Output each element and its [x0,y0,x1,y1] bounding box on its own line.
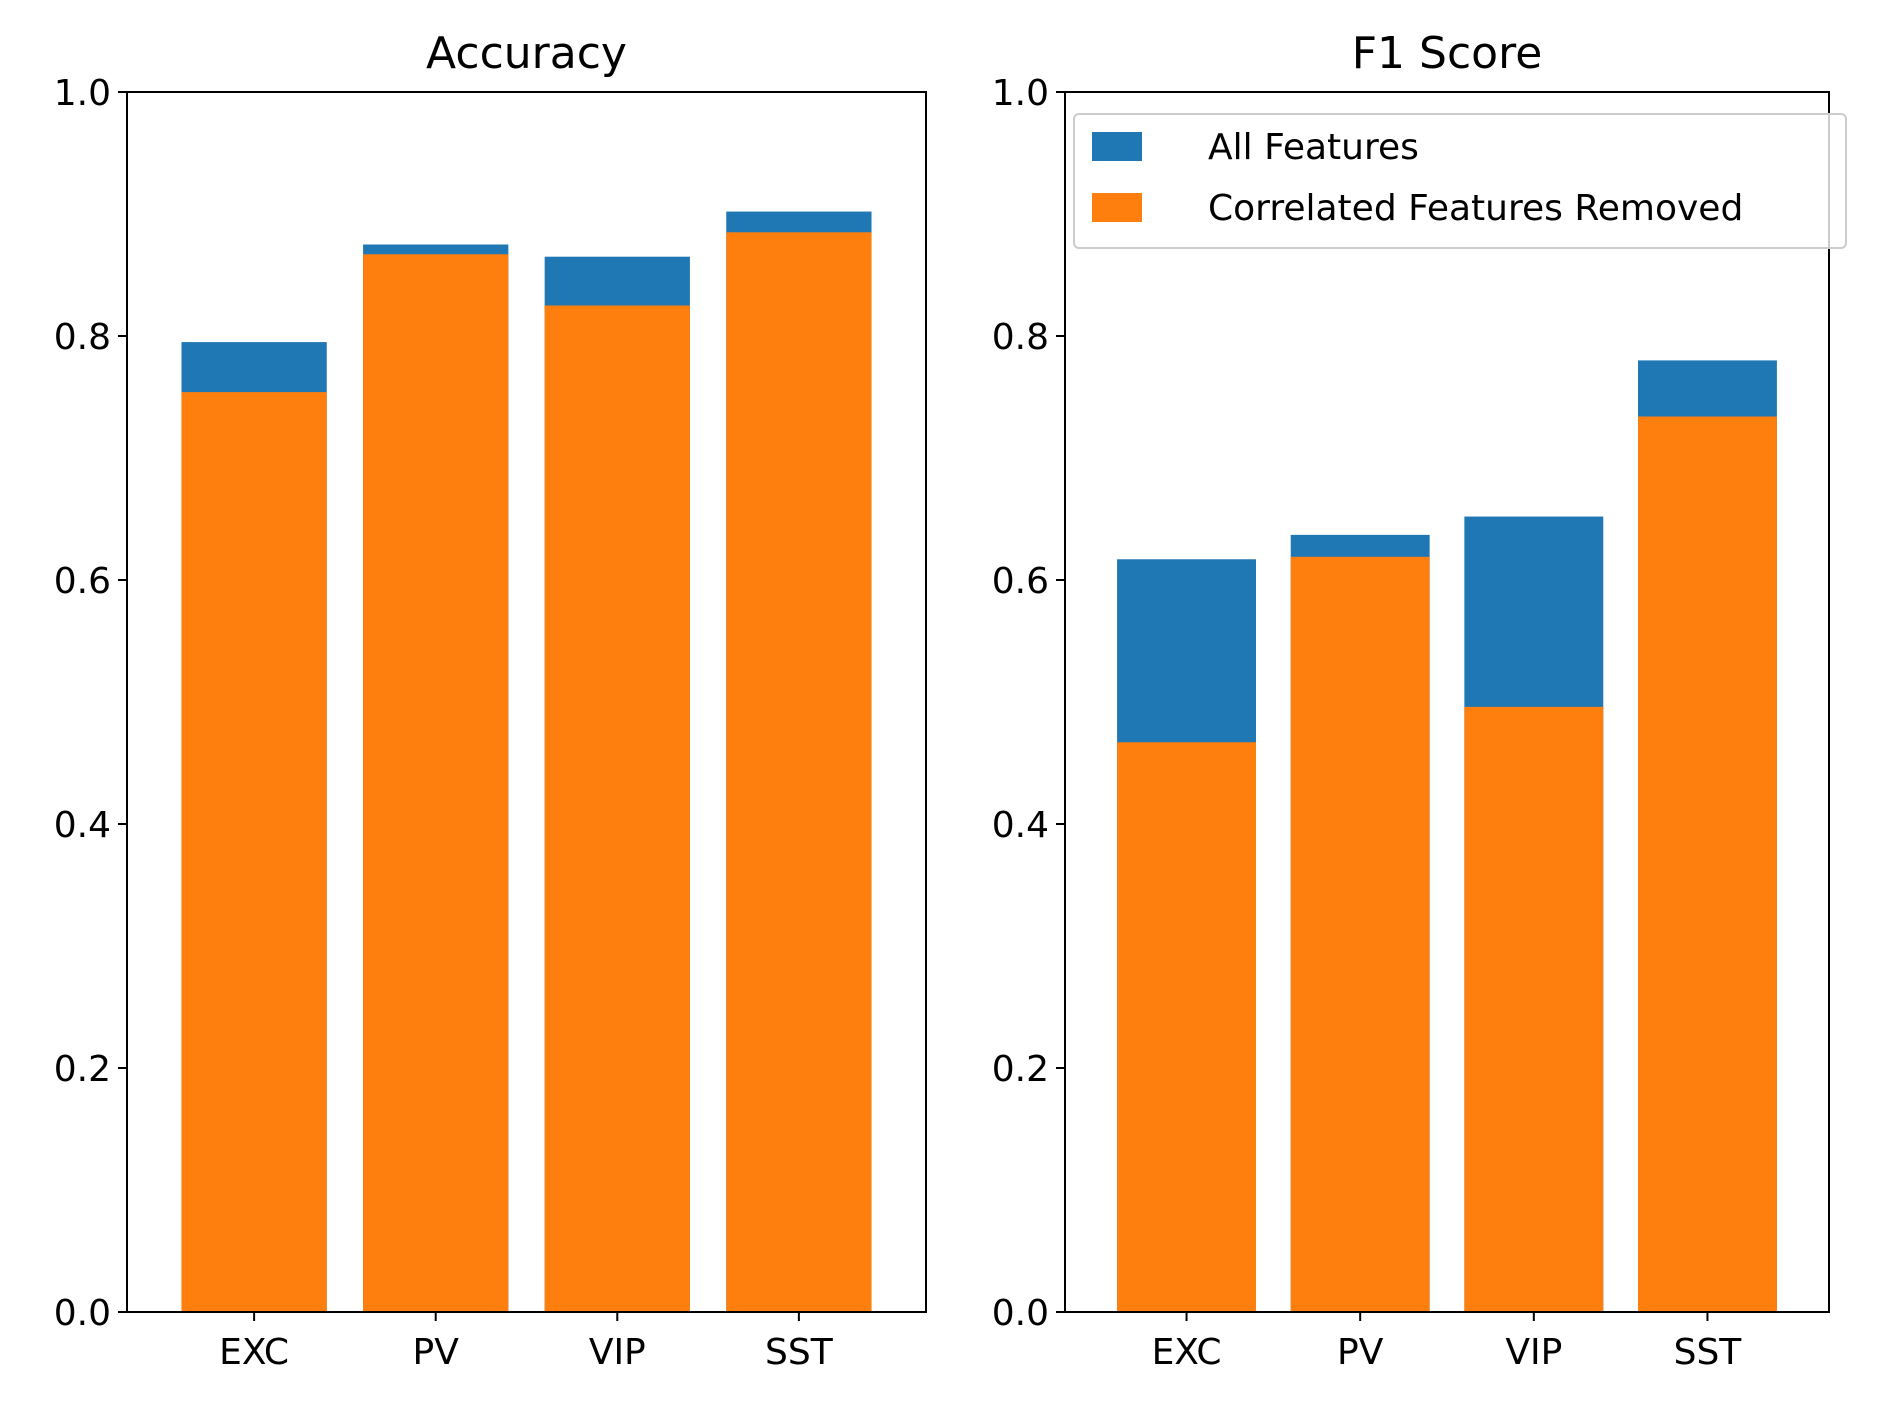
legend-label: Correlated Features Removed [1208,188,1743,229]
legend-swatch [1092,132,1142,161]
y-tick-label: 0.0 [54,1293,111,1334]
y-tick-label: 0.6 [992,561,1049,602]
legend: All Features Correlated Features Removed [1073,113,1847,249]
plot-frame [126,91,927,1313]
bar-correlated-removed-sst [1638,416,1777,1312]
y-tick-label: 0.6 [54,561,111,602]
chart-title: F1 Score [1352,28,1543,79]
chart-panel-1: F1 Score 0.0 0.2 0.4 0.6 0.8 1.0 EXC PV VIP SST All… [992,28,1847,1373]
bar-correlated-removed-sst [726,232,872,1312]
x-tick-label: PV [1337,1332,1384,1373]
legend-box [1073,113,1847,249]
bar-correlated-removed-vip [1464,706,1604,1312]
y-tick-label: 0.2 [992,1049,1049,1090]
legend-label: All Features [1208,127,1419,168]
bar-correlated-removed-exc [1117,742,1256,1312]
x-tick-label: PV [413,1332,460,1373]
bar-correlated-removed-vip [544,305,690,1312]
y-tick-label: 0.2 [54,1049,111,1090]
x-tick-label: SST [765,1332,834,1373]
bar-correlated-removed-pv [363,254,509,1312]
y-tick-label: 0.0 [992,1293,1049,1334]
bar-correlated-removed-pv [1290,556,1430,1312]
y-tick-label: 1.0 [54,73,111,114]
bar-correlated-removed-exc [181,392,327,1312]
chart-panel-0: Accuracy 0.0 0.2 0.4 0.6 0.8 1.0 EXC PV VIP SST [54,28,927,1373]
x-tick-label: VIP [1505,1332,1562,1373]
legend-swatch [1092,193,1142,222]
y-tick-label: 0.4 [54,805,111,846]
y-tick-label: 0.8 [54,317,111,358]
x-tick-label: VIP [589,1332,646,1373]
y-tick-label: 0.8 [992,317,1049,358]
chart-title: Accuracy [426,28,627,79]
x-tick-label: EXC [219,1332,289,1373]
plot-frame [1064,91,1830,1313]
y-tick-label: 0.4 [992,805,1049,846]
x-tick-label: EXC [1152,1332,1222,1373]
x-tick-label: SST [1674,1332,1743,1373]
y-tick-label: 1.0 [992,73,1049,114]
